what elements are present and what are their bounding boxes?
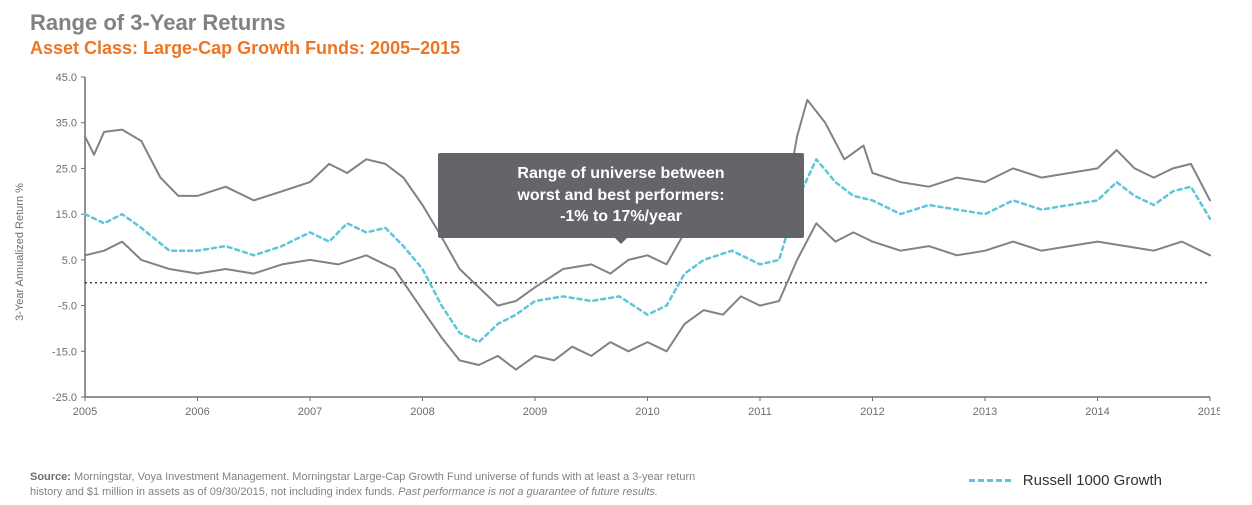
svg-text:2006: 2006	[185, 406, 209, 418]
chart-title: Range of 3-Year Returns	[30, 10, 1232, 36]
svg-text:25.0: 25.0	[56, 163, 77, 175]
plot-area: 3-Year Annualized Return % -25.0-15.0-5.…	[30, 67, 1220, 437]
svg-text:2013: 2013	[973, 406, 997, 418]
svg-text:5.0: 5.0	[62, 255, 77, 267]
svg-text:2007: 2007	[298, 406, 322, 418]
source-note: Source: Morningstar, Voya Investment Man…	[30, 470, 720, 499]
source-prefix: Source:	[30, 471, 71, 483]
legend-label: Russell 1000 Growth	[1023, 472, 1162, 489]
svg-text:2005: 2005	[73, 406, 97, 418]
chart-subtitle: Asset Class: Large-Cap Growth Funds: 200…	[30, 38, 1232, 59]
svg-text:35.0: 35.0	[56, 118, 77, 130]
callout-line: worst and best performers:	[456, 185, 786, 207]
annotation-callout: Range of universe between worst and best…	[438, 153, 804, 238]
svg-text:2009: 2009	[523, 406, 547, 418]
legend: Russell 1000 Growth	[969, 472, 1162, 489]
svg-text:-25.0: -25.0	[52, 392, 77, 404]
svg-text:2008: 2008	[410, 406, 434, 418]
chart-container: Range of 3-Year Returns Asset Class: Lar…	[0, 0, 1252, 505]
svg-text:-15.0: -15.0	[52, 346, 77, 358]
svg-text:2015: 2015	[1198, 406, 1220, 418]
source-disclaimer: Past performance is not a guarantee of f…	[398, 486, 658, 498]
callout-line: -1% to 17%/year	[456, 206, 786, 228]
footer: Source: Morningstar, Voya Investment Man…	[30, 470, 1222, 499]
y-axis-label: 3-Year Annualized Return %	[14, 183, 26, 321]
callout-line: Range of universe between	[456, 163, 786, 185]
svg-text:45.0: 45.0	[56, 72, 77, 84]
svg-text:2011: 2011	[748, 406, 772, 418]
legend-swatch	[969, 479, 1011, 482]
svg-text:2010: 2010	[635, 406, 659, 418]
svg-text:2014: 2014	[1085, 406, 1109, 418]
svg-text:15.0: 15.0	[56, 209, 77, 221]
svg-text:-5.0: -5.0	[58, 301, 77, 313]
svg-text:2012: 2012	[860, 406, 884, 418]
